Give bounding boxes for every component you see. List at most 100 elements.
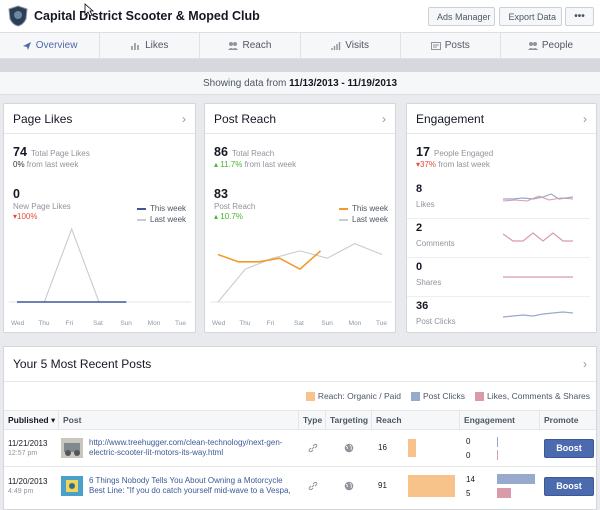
series-line-last-week — [17, 227, 127, 303]
legend-last-label: Last week — [352, 215, 389, 224]
engagement-header[interactable]: Engagement › — [407, 104, 596, 134]
boost-button[interactable]: Boost — [544, 439, 594, 458]
col-promote: Promote — [544, 415, 579, 425]
post-reach-header[interactable]: Post Reach › — [205, 104, 395, 134]
post-clicks-row[interactable]: 36 Post Clicks — [407, 298, 590, 336]
tab-people-label: People — [541, 40, 574, 51]
tab-overview-label: Overview — [35, 40, 78, 51]
page-likes-title: Page Likes — [13, 111, 73, 126]
legend-swatch — [305, 391, 315, 401]
legend-last-label: Last week — [150, 215, 187, 224]
divider — [0, 59, 600, 72]
table-row[interactable]: 11/20/2013 4:49 pm 6 Things Nobody Tells… — [4, 468, 596, 505]
x-tick-label: Wed — [11, 320, 25, 327]
tab-people[interactable]: People — [501, 33, 600, 58]
recent-posts-header[interactable]: Your 5 Most Recent Posts › — [4, 347, 596, 382]
reach-change-label: from last week — [244, 160, 297, 169]
link-icon — [308, 481, 318, 491]
recent-posts-panel: Your 5 Most Recent Posts › Reach: Organi… — [3, 346, 597, 510]
people-engaged-label: People Engaged — [434, 149, 494, 158]
engaged-change-label: from last week — [438, 160, 490, 169]
legend-clicks: Post Clicks — [410, 391, 465, 401]
globe-icon — [344, 481, 354, 491]
table-header: Published ▾ Post Type Targeting Reach En… — [4, 410, 596, 430]
col-engagement: Engagement — [460, 411, 540, 430]
legend-reach-label: Reach: Organic / Paid — [317, 391, 401, 401]
comments-row[interactable]: 2 Comments — [407, 220, 590, 258]
shares-sparkline — [503, 276, 573, 278]
reach-bar — [408, 475, 455, 497]
ads-manager-button[interactable]: Ads Manager — [428, 7, 495, 26]
top-bar: Capital District Scooter & Moped Club Ad… — [0, 0, 600, 33]
mouse-cursor-icon — [84, 3, 94, 17]
bar-icon — [131, 42, 139, 50]
globe-icon — [344, 443, 354, 453]
tab-likes-label: Likes — [145, 40, 169, 51]
reach-bar — [408, 439, 416, 457]
legend-swatch — [410, 391, 420, 401]
engaged-change: ▾37% from last week — [416, 160, 490, 169]
col-reach: Reach — [372, 411, 460, 430]
more-options-button[interactable]: ••• — [565, 7, 594, 26]
shares-label: Shares — [416, 278, 442, 287]
col-type: Type — [299, 411, 326, 430]
post-clicks-value: 0 — [466, 437, 471, 446]
page-title[interactable]: Capital District Scooter & Moped Club — [34, 9, 260, 23]
new-likes-change: ▾100% — [13, 212, 38, 221]
total-reach-label: Total Reach — [232, 149, 275, 158]
page-likes-card[interactable]: Page Likes › 74 Total Page Likes 0% from… — [3, 103, 196, 333]
export-data-button[interactable]: Export Data — [499, 7, 562, 26]
new-likes-label: New Page Likes — [13, 202, 71, 211]
post-reach-chart — [210, 242, 392, 303]
page-likes-header[interactable]: Page Likes › — [4, 104, 195, 134]
post-thumbnail — [61, 438, 83, 458]
engagement-value: 5 — [466, 489, 471, 498]
tab-reach[interactable]: Reach — [200, 33, 301, 58]
legend-last-week: Last week — [137, 215, 186, 224]
post-link[interactable]: 6 Things Nobody Tells You About Owning a… — [89, 476, 291, 495]
engagement-card[interactable]: Engagement › 17 People Engaged ▾37% from… — [406, 103, 597, 333]
table-row[interactable]: 11/21/2013 12:57 pm http://www.treehugge… — [4, 430, 596, 467]
recent-posts-legend: Reach: Organic / Paid Post Clicks Likes,… — [305, 391, 590, 401]
post-time: 12:57 pm — [8, 450, 38, 457]
likes-change-label: from last week — [26, 160, 79, 169]
likes-change-value: 0% — [13, 160, 25, 169]
legend-this-week: This week — [339, 204, 388, 213]
tab-posts-label: Posts — [444, 40, 470, 51]
tab-posts[interactable]: Posts — [401, 33, 501, 58]
tab-visits-label: Visits — [345, 40, 369, 51]
date-range-value: 11/13/2013 - 11/19/2013 — [289, 78, 398, 89]
x-tick-label: Fri — [266, 320, 275, 327]
club-logo-icon — [8, 5, 28, 27]
col-post: Post — [59, 411, 299, 430]
legend-engagement: Likes, Comments & Shares — [475, 391, 590, 401]
legend-this-label: This week — [352, 204, 389, 213]
engagement-value: 0 — [466, 451, 471, 460]
comments-label: Comments — [416, 239, 455, 248]
legend-swatch — [137, 218, 146, 221]
shares-row[interactable]: 0 Shares — [407, 259, 590, 297]
legend-last-week: Last week — [339, 215, 388, 224]
post-reach-card[interactable]: Post Reach › 86 Total Reach ▴ 11.7% from… — [204, 103, 396, 333]
tab-visits[interactable]: Visits — [301, 33, 401, 58]
post-clicks-count: 36 — [416, 300, 429, 312]
chevron-right-icon: › — [182, 111, 186, 126]
engagement-title: Engagement — [416, 111, 485, 126]
total-reach-value: 86 — [214, 145, 228, 159]
chevron-right-icon: › — [382, 111, 386, 126]
post-clicks-value: 14 — [466, 475, 475, 484]
likes-row[interactable]: 8 Likes — [407, 181, 590, 219]
col-published[interactable]: Published ▾ — [4, 411, 59, 430]
boost-button[interactable]: Boost — [544, 477, 594, 496]
tab-overview[interactable]: Overview — [0, 33, 101, 58]
reach-change: ▴ 11.7% from last week — [214, 160, 296, 169]
tab-likes[interactable]: Likes — [100, 33, 201, 58]
arrow-icon — [22, 41, 31, 50]
post-link[interactable]: http://www.treehugger.com/clean-technolo… — [89, 438, 283, 457]
legend-engagement-label: Likes, Comments & Shares — [487, 391, 590, 401]
x-tick-label: Thu — [38, 320, 50, 327]
post-clicks-sparkline — [503, 311, 573, 318]
reach-value: 91 — [378, 481, 387, 490]
date-range: Showing data from 11/13/2013 - 11/19/201… — [0, 72, 600, 95]
tab-reach-label: Reach — [242, 40, 272, 51]
